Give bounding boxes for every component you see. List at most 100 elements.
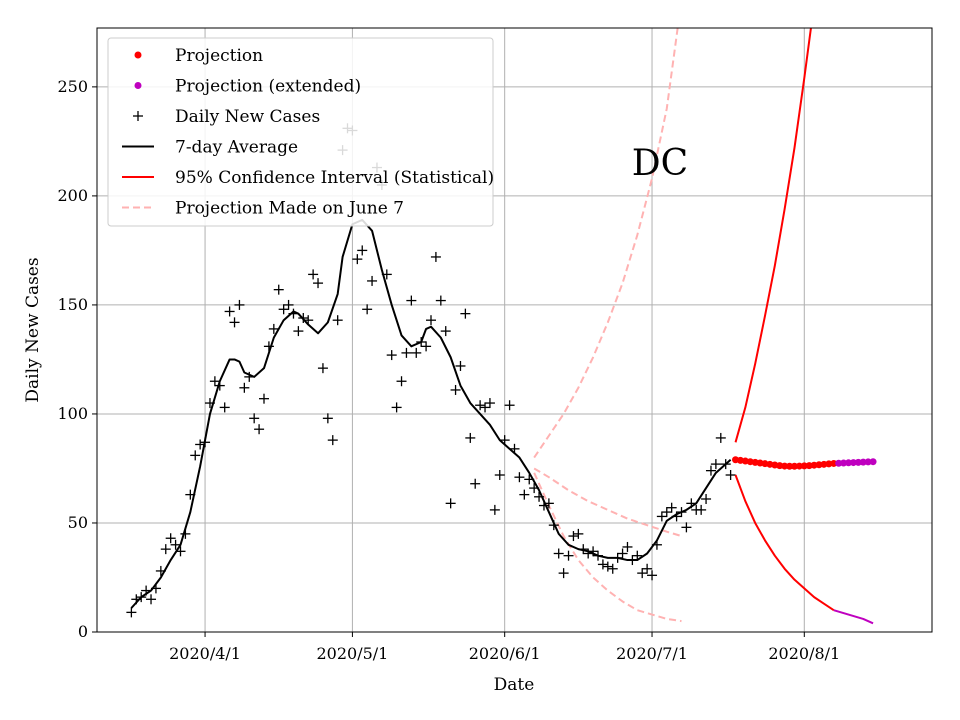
projection-dot bbox=[854, 458, 862, 466]
x-tick-label: 2020/6/1 bbox=[469, 644, 541, 663]
x-tick-label: 2020/4/1 bbox=[169, 644, 241, 663]
data-point bbox=[494, 470, 505, 481]
legend-plus-icon bbox=[133, 111, 143, 121]
x-axis-label: Date bbox=[494, 675, 535, 695]
data-point bbox=[254, 424, 265, 435]
projection-june7-line bbox=[533, 472, 682, 623]
y-axis-label: Daily New Cases bbox=[23, 257, 43, 402]
data-point bbox=[224, 306, 235, 317]
data-point bbox=[661, 507, 672, 518]
ci-line bbox=[734, 474, 835, 612]
legend: Projection Projection (extended) Daily New… bbox=[107, 37, 494, 227]
data-point bbox=[165, 533, 176, 544]
data-point bbox=[421, 341, 432, 352]
projection-dot bbox=[781, 462, 789, 470]
data-point bbox=[450, 384, 461, 395]
data-point bbox=[470, 478, 481, 489]
data-point bbox=[696, 504, 707, 515]
y-tick-label: 50 bbox=[68, 513, 88, 532]
data-point bbox=[430, 251, 441, 262]
data-point bbox=[602, 561, 613, 572]
data-point bbox=[308, 269, 319, 280]
data-point bbox=[622, 541, 633, 552]
data-point bbox=[401, 347, 412, 358]
data-point bbox=[234, 299, 245, 310]
x-tick-label: 2020/8/1 bbox=[768, 644, 840, 663]
legend-label: 7-day Average bbox=[175, 138, 298, 158]
data-point bbox=[465, 432, 476, 443]
data-point bbox=[190, 450, 201, 461]
data-point bbox=[411, 347, 422, 358]
x-tick-label: 2020/7/1 bbox=[616, 644, 688, 663]
legend-label: Projection (extended) bbox=[175, 77, 361, 97]
data-point bbox=[357, 245, 368, 256]
data-point bbox=[386, 350, 397, 361]
series-projection bbox=[732, 456, 838, 470]
data-point bbox=[656, 511, 667, 522]
legend-item: Projection bbox=[134, 46, 263, 66]
data-point bbox=[249, 413, 260, 424]
legend-label: Daily New Cases bbox=[175, 107, 320, 127]
legend-item: Projection (extended) bbox=[134, 77, 361, 97]
projection-dot bbox=[835, 459, 843, 467]
projection-dot bbox=[859, 458, 867, 466]
data-point bbox=[426, 315, 436, 326]
projection-dot bbox=[864, 458, 872, 466]
data-point bbox=[146, 594, 157, 605]
ci-line bbox=[833, 609, 874, 625]
legend-label: Projection Made on June 7 bbox=[175, 199, 404, 219]
series-95-confidence-interval-extended bbox=[833, 609, 874, 625]
y-tick-label: 250 bbox=[57, 77, 88, 96]
data-point bbox=[573, 528, 584, 539]
legend-label: 95% Confidence Interval (Statistical) bbox=[175, 168, 494, 188]
data-point bbox=[313, 278, 324, 289]
data-point bbox=[558, 568, 569, 579]
data-point bbox=[715, 432, 726, 443]
y-tick-label: 100 bbox=[57, 404, 88, 423]
projection-dot bbox=[795, 462, 803, 470]
data-point bbox=[229, 317, 240, 328]
y-tick-label: 150 bbox=[57, 295, 88, 314]
data-point bbox=[489, 504, 500, 515]
y-tick-label: 0 bbox=[78, 622, 88, 641]
data-point bbox=[617, 548, 628, 559]
data-point bbox=[642, 563, 653, 574]
data-point bbox=[259, 393, 269, 404]
data-point bbox=[475, 400, 486, 411]
series-95-confidence-interval-statistical bbox=[734, 28, 835, 612]
legend-dot-icon bbox=[134, 82, 142, 89]
data-point bbox=[367, 275, 378, 286]
projection-june7-line bbox=[533, 28, 679, 459]
data-point bbox=[445, 498, 456, 509]
data-point bbox=[440, 326, 451, 337]
plot-content bbox=[126, 28, 877, 625]
data-point bbox=[563, 550, 574, 561]
data-point bbox=[278, 304, 289, 315]
data-point bbox=[209, 376, 220, 387]
data-point bbox=[484, 398, 495, 409]
projection-dot bbox=[786, 462, 794, 470]
legend-label: Projection bbox=[175, 46, 263, 66]
data-point bbox=[681, 522, 692, 533]
data-point bbox=[396, 376, 407, 387]
data-point bbox=[268, 323, 279, 334]
data-point bbox=[126, 607, 137, 618]
data-point bbox=[480, 402, 491, 413]
projection-dot bbox=[790, 462, 798, 470]
series-projection-extended bbox=[835, 458, 877, 467]
projection-dot bbox=[800, 462, 808, 470]
data-point bbox=[160, 544, 171, 555]
data-point bbox=[327, 435, 338, 446]
data-point bbox=[317, 363, 328, 374]
line-7-day-average bbox=[130, 218, 732, 609]
data-point bbox=[455, 360, 466, 371]
data-point bbox=[705, 465, 716, 476]
legend-item: Daily New Cases bbox=[133, 107, 320, 127]
data-point bbox=[283, 299, 294, 310]
projection-dot bbox=[849, 459, 857, 467]
x-tick-label: 2020/5/1 bbox=[316, 644, 388, 663]
legend-item: 7-day Average bbox=[122, 138, 298, 158]
data-point bbox=[553, 548, 564, 559]
data-point bbox=[322, 413, 333, 424]
